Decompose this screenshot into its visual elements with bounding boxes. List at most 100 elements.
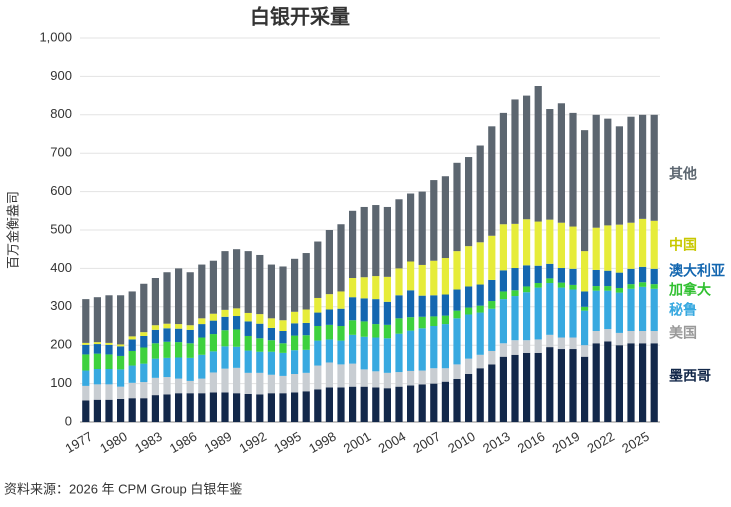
bar-segment — [151, 395, 159, 422]
bar-segment — [383, 372, 391, 389]
bar-segment — [117, 386, 125, 399]
y-tick-label: 400 — [50, 260, 72, 275]
bar-segment — [557, 103, 565, 223]
bar-segment — [407, 317, 415, 331]
bar-segment — [325, 294, 333, 310]
y-tick-label: 900 — [50, 68, 72, 83]
bar-segment — [117, 369, 125, 387]
y-tick-label: 600 — [50, 183, 72, 198]
bar-segment — [372, 337, 380, 372]
bar-segment — [430, 383, 438, 422]
bar-segment — [557, 287, 565, 338]
bar-segment — [488, 126, 496, 236]
bar-segment — [140, 382, 148, 399]
bar-segment — [465, 358, 473, 374]
bar-segment — [627, 284, 635, 289]
bar-segment — [349, 297, 357, 321]
bar-segment — [209, 334, 217, 352]
chart-title: 白银开采量 — [250, 4, 350, 28]
bar-segment — [163, 377, 171, 395]
bar-segment — [209, 260, 217, 314]
bar-segment — [465, 307, 473, 315]
bar-segment — [441, 381, 449, 422]
bar-segment — [302, 322, 310, 336]
bar-segment — [615, 126, 623, 225]
bar-segment — [221, 316, 229, 331]
source: 资料来源：2026 年 CPM Group 白银年鉴 — [4, 481, 242, 496]
bar-segment — [198, 324, 206, 338]
bar-segment — [627, 268, 635, 285]
bar-segment — [453, 318, 461, 365]
bar-segment — [337, 364, 345, 388]
bar-segment — [349, 386, 357, 422]
bar-segment — [244, 372, 252, 394]
bar-segment — [93, 369, 101, 385]
legend-label: 秘鲁 — [669, 302, 697, 318]
bar-segment — [499, 356, 507, 422]
bar-segment — [314, 312, 322, 326]
bar-segment — [441, 315, 449, 325]
bar-segment — [650, 343, 658, 422]
bar-segment — [291, 374, 299, 393]
bar-segment — [82, 299, 90, 343]
bar-segment — [395, 199, 403, 269]
bar-segment — [441, 324, 449, 369]
bar-segment — [383, 324, 391, 339]
bar-segment — [244, 251, 252, 313]
bar-segment — [418, 264, 426, 296]
bar-segment — [383, 276, 391, 302]
legend-label: 其他 — [669, 166, 697, 182]
bar-segment — [233, 329, 241, 347]
bar-segment — [639, 286, 647, 331]
bar-segment — [615, 332, 623, 346]
bar-segment — [383, 338, 391, 373]
bar-segment — [209, 372, 217, 393]
bar-segment — [325, 387, 333, 422]
bar-segment — [279, 266, 287, 321]
bar-segment — [465, 286, 473, 308]
x-tick-label: 1998 — [306, 429, 339, 456]
x-tick-label: 2022 — [584, 429, 617, 456]
bar-segment — [82, 400, 90, 422]
bar-segment — [639, 266, 647, 283]
y-tick-label: 1,000 — [39, 29, 72, 44]
bar-segment — [488, 308, 496, 351]
x-tick-label: 1992 — [236, 429, 269, 456]
bar-segment — [93, 384, 101, 400]
bar-segment — [546, 282, 554, 335]
bar-segment — [546, 219, 554, 264]
bar-segment — [291, 323, 299, 336]
bar-segment — [627, 116, 635, 223]
bar-segment — [383, 301, 391, 325]
bar-segment — [430, 326, 438, 369]
bar-segment — [140, 363, 148, 383]
bar-segment — [407, 261, 415, 291]
bar-segment — [128, 350, 136, 366]
bar-segment — [569, 289, 577, 338]
bar-segment — [267, 340, 275, 352]
bar-segment — [476, 312, 484, 355]
bar-segment — [128, 291, 136, 337]
bar-segment — [441, 294, 449, 316]
bar-segment — [372, 299, 380, 325]
bar-segment — [383, 206, 391, 277]
bar-segment — [592, 269, 600, 287]
bar-segment — [291, 311, 299, 324]
bar-segment — [511, 99, 519, 224]
bar-segment — [499, 299, 507, 344]
bar-segment — [465, 314, 473, 359]
bar-segment — [360, 277, 368, 299]
bar-segment — [140, 332, 148, 336]
bar-segment — [418, 191, 426, 265]
bar-segment — [198, 393, 206, 422]
bar-segment — [511, 290, 519, 297]
bar-segment — [337, 291, 345, 309]
bar-segment — [267, 327, 275, 341]
bar-segment — [604, 341, 612, 422]
bar-segment — [221, 346, 229, 369]
bar-segment — [546, 347, 554, 422]
bar-segment — [233, 316, 241, 330]
bar-segment — [453, 378, 461, 422]
bar-segment — [453, 162, 461, 252]
bar-segment — [557, 222, 565, 269]
